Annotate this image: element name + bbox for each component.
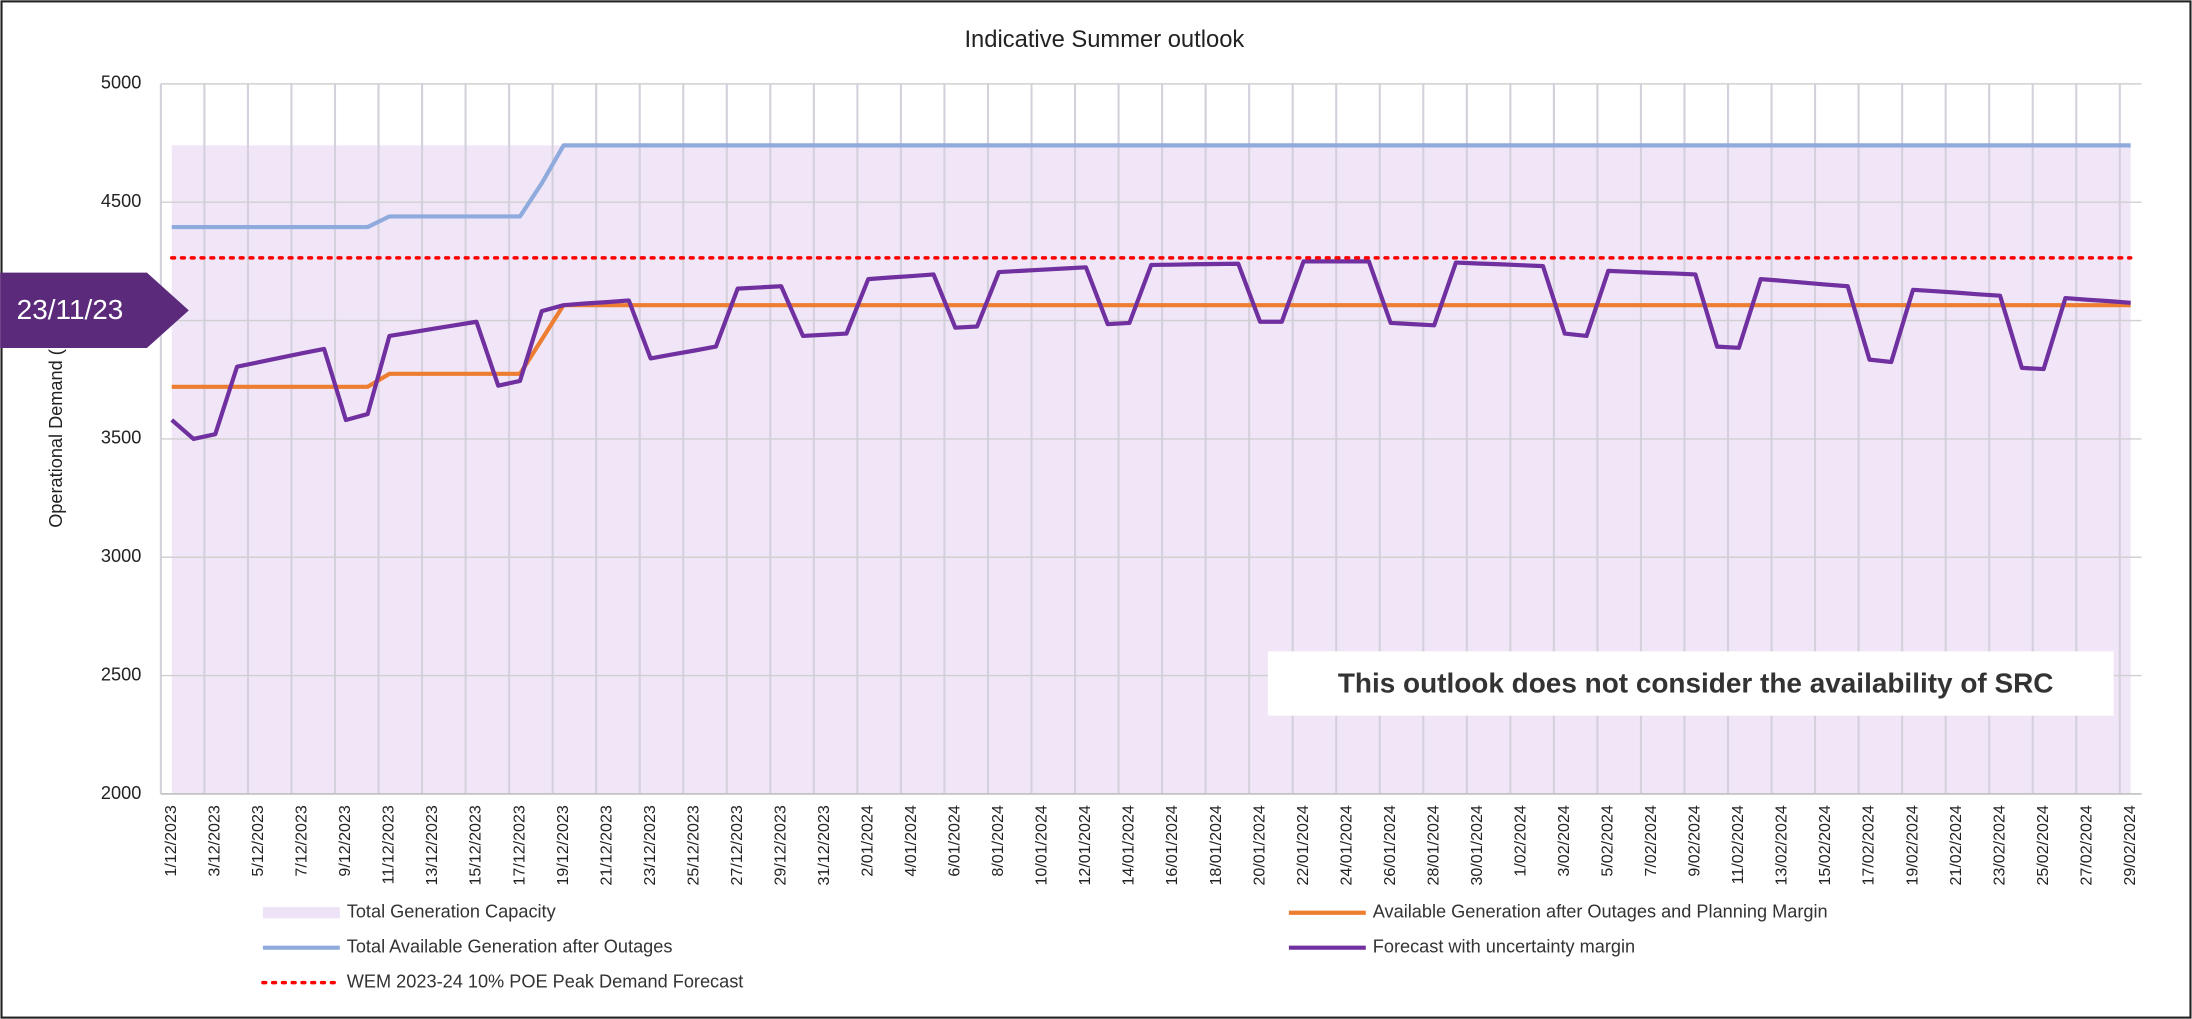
x-tick-label: 29/12/2023 (771, 805, 789, 885)
x-tick-label: 6/01/2024 (946, 805, 964, 877)
x-tick-label: 25/02/2024 (2034, 805, 2052, 885)
x-tick-label: 7/12/2023 (293, 805, 311, 877)
x-tick-label: 15/02/2024 (1816, 805, 1834, 885)
note-text: This outlook does not consider the avail… (1338, 667, 2054, 698)
x-tick-label: 14/01/2024 (1120, 805, 1138, 885)
y-tick-label: 5000 (101, 73, 141, 93)
y-tick-label: 3000 (101, 546, 141, 566)
x-tick-label: 13/02/2024 (1773, 805, 1791, 885)
legend-label: Available Generation after Outages and P… (1373, 902, 1828, 922)
x-tick-label: 25/12/2023 (684, 805, 702, 885)
x-tick-label: 8/01/2024 (989, 805, 1007, 877)
x-tick-label: 3/12/2023 (206, 805, 224, 877)
x-tick-label: 27/02/2024 (2077, 805, 2095, 885)
x-tick-label: 17/02/2024 (1860, 805, 1878, 885)
y-axis-label: Operational Demand (MW) (46, 311, 66, 528)
x-tick-label: 22/01/2024 (1294, 805, 1312, 885)
x-tick-label: 13/12/2023 (423, 805, 441, 885)
legend-label: WEM 2023-24 10% POE Peak Demand Forecast (347, 971, 744, 991)
legend-swatch (262, 907, 340, 919)
x-tick-label: 9/12/2023 (336, 805, 354, 877)
x-tick-label: 1/12/2023 (162, 805, 180, 877)
x-tick-label: 4/01/2024 (902, 805, 920, 877)
x-tick-label: 23/02/2024 (1990, 805, 2008, 885)
x-tick-label: 26/01/2024 (1381, 805, 1399, 885)
date-annotation: 23/11/23 (17, 294, 124, 325)
x-tick-label: 10/01/2024 (1033, 805, 1051, 885)
x-tick-label: 7/02/2024 (1642, 805, 1660, 877)
x-tick-label: 3/02/2024 (1555, 805, 1573, 877)
x-tick-label: 30/01/2024 (1468, 805, 1486, 885)
y-tick-label: 4500 (101, 191, 141, 211)
chart-title: Indicative Summer outlook (964, 26, 1244, 53)
plot-area: 20002500300035004000450050001/12/20233/1… (101, 73, 2142, 886)
x-tick-label: 21/02/2024 (1947, 805, 1965, 885)
y-tick-label: 3500 (101, 428, 141, 448)
x-tick-label: 19/02/2024 (1903, 805, 1921, 885)
x-tick-label: 5/12/2023 (249, 805, 267, 877)
line (170, 259, 2131, 442)
x-tick-label: 11/02/2024 (1729, 805, 1747, 884)
x-tick-label: 27/12/2023 (728, 805, 746, 885)
x-tick-label: 23/12/2023 (641, 805, 659, 885)
x-tick-label: 11/12/2023 (380, 805, 398, 884)
x-tick-label: 31/12/2023 (815, 805, 833, 885)
x-tick-label: 16/01/2024 (1163, 805, 1181, 885)
x-tick-label: 5/02/2024 (1599, 805, 1617, 877)
x-tick-label: 21/12/2023 (597, 805, 615, 885)
note-box (1267, 651, 2114, 716)
x-tick-label: 15/12/2023 (467, 805, 485, 885)
x-tick-label: 24/01/2024 (1337, 805, 1355, 885)
x-tick-label: 12/01/2024 (1076, 805, 1094, 885)
x-tick-label: 19/12/2023 (554, 805, 572, 885)
x-tick-label: 17/12/2023 (510, 805, 528, 885)
x-tick-label: 29/02/2024 (2121, 805, 2139, 885)
x-tick-label: 18/01/2024 (1207, 805, 1225, 885)
legend-label: Forecast with uncertainty margin (1373, 937, 1635, 957)
x-tick-label: 1/02/2024 (1511, 805, 1529, 877)
x-tick-label: 2/01/2024 (859, 805, 877, 877)
legend: Total Generation Capacity Available Gener… (261, 902, 1828, 991)
x-tick-label: 9/02/2024 (1686, 805, 1704, 877)
y-tick-label: 2000 (101, 783, 141, 803)
date-arrow (0, 272, 189, 349)
legend-label: Total Generation Capacity (347, 902, 557, 922)
legend-label: Total Available Generation after Outages (347, 937, 673, 957)
x-tick-label: 28/01/2024 (1424, 805, 1442, 885)
line (171, 303, 2131, 389)
line (171, 143, 2131, 230)
x-tick-label: 20/01/2024 (1250, 805, 1268, 885)
y-tick-label: 2500 (101, 664, 141, 684)
